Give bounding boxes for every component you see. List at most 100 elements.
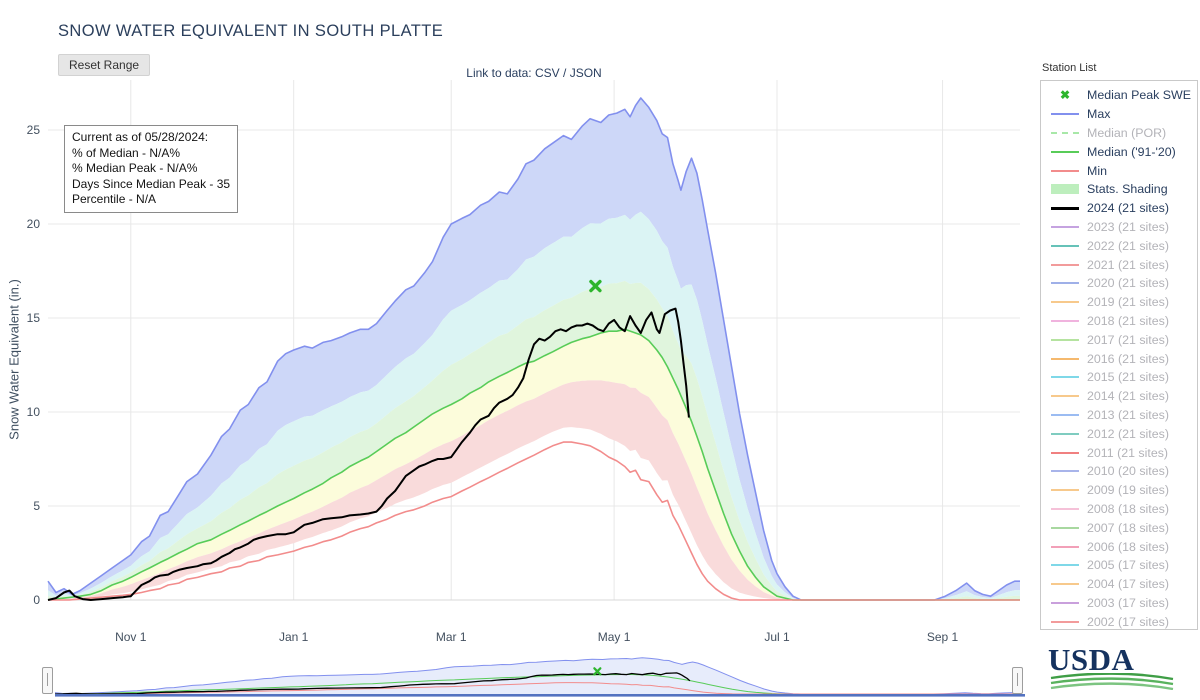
legend-label: Median ('91-'20) — [1087, 144, 1176, 159]
legend-swatch — [1049, 319, 1081, 322]
x-tick-label: May 1 — [598, 630, 631, 644]
percent-of-median-line: % of Median - N/A% — [72, 145, 181, 160]
legend-item-2008-18-sites[interactable]: 2008 (18 sites) — [1041, 500, 1197, 519]
legend-label: 2013 (21 sites) — [1087, 407, 1169, 422]
legend-item-median-por[interactable]: Median (POR) — [1041, 124, 1197, 143]
legend-label: Stats. Shading — [1087, 182, 1168, 197]
legend-label: 2022 (21 sites) — [1087, 238, 1169, 253]
legend-item-2021-21-sites[interactable]: 2021 (21 sites) — [1041, 255, 1197, 274]
x-tick-label: Sep 1 — [927, 630, 959, 644]
legend-item-median-91-20[interactable]: Median ('91-'20) — [1041, 142, 1197, 161]
legend-item-2014-21-sites[interactable]: 2014 (21 sites) — [1041, 387, 1197, 406]
x-tick-label: Jan 1 — [279, 630, 309, 644]
legend-item-2024-21-sites[interactable]: 2024 (21 sites) — [1041, 199, 1197, 218]
y-tick-label: 5 — [33, 499, 40, 513]
legend-swatch — [1049, 470, 1081, 473]
x-tick-label: Mar 1 — [436, 630, 467, 644]
legend-label: 2007 (18 sites) — [1087, 520, 1169, 535]
legend-item-2015-21-sites[interactable]: 2015 (21 sites) — [1041, 368, 1197, 387]
legend-item-2002-17-sites[interactable]: 2002 (17 sites) — [1041, 612, 1197, 629]
legend-swatch — [1049, 451, 1081, 454]
legend-label: Median (POR) — [1087, 125, 1167, 140]
legend-label: 2016 (21 sites) — [1087, 351, 1169, 366]
legend-item-2003-17-sites[interactable]: 2003 (17 sites) — [1041, 594, 1197, 613]
legend-label: 2011 (21 sites) — [1087, 445, 1169, 460]
legend-swatch — [1049, 282, 1081, 285]
percentile-line: Percentile - N/A — [72, 192, 157, 207]
legend-label: 2014 (21 sites) — [1087, 389, 1169, 404]
legend-item-2005-17-sites[interactable]: 2005 (17 sites) — [1041, 556, 1197, 575]
legend-label: Max — [1087, 107, 1111, 122]
legend-panel[interactable]: ✖ Median Peak SWE Max Median (POR) Median ('… — [1040, 80, 1198, 630]
reset-range-button[interactable]: Reset Range — [58, 54, 151, 76]
legend-label: 2020 (21 sites) — [1087, 276, 1169, 291]
legend-label: 2003 (17 sites) — [1087, 595, 1169, 610]
y-tick-label: 20 — [27, 217, 41, 231]
legend-item-2019-21-sites[interactable]: 2019 (21 sites) — [1041, 293, 1197, 312]
legend-swatch — [1049, 263, 1081, 266]
y-tick-label: 15 — [27, 311, 41, 325]
main-chart-plot-area[interactable]: Nov 1 Jan 1 Mar 1 May 1 Jul 1 Sep 1 0 5 10 15 20 25 — [20, 78, 1030, 653]
legend-swatch — [1049, 507, 1081, 510]
legend-swatch — [1049, 150, 1081, 153]
legend-item-2020-21-sites[interactable]: 2020 (21 sites) — [1041, 274, 1197, 293]
legend-item-stats-shading[interactable]: Stats. Shading — [1041, 180, 1197, 199]
legend-item-2013-21-sites[interactable]: 2013 (21 sites) — [1041, 406, 1197, 425]
legend-swatch — [1049, 225, 1081, 228]
y-tick-label: 25 — [27, 123, 41, 137]
current-as-of-line: Current as of 05/28/2024: — [72, 130, 209, 144]
legend-swatch — [1049, 432, 1081, 435]
legend-swatch — [1049, 301, 1081, 304]
legend-swatch — [1049, 244, 1081, 247]
x-tick-label: Jul 1 — [764, 630, 790, 644]
legend-item-min[interactable]: Min — [1041, 161, 1197, 180]
legend-item-2016-21-sites[interactable]: 2016 (21 sites) — [1041, 349, 1197, 368]
legend-swatch — [1049, 131, 1081, 134]
legend-item-2023-21-sites[interactable]: 2023 (21 sites) — [1041, 218, 1197, 237]
legend-label: 2024 (21 sites) — [1087, 201, 1169, 216]
legend-swatch — [1049, 583, 1081, 586]
legend-item-2012-21-sites[interactable]: 2012 (21 sites) — [1041, 424, 1197, 443]
legend-item-2017-21-sites[interactable]: 2017 (21 sites) — [1041, 330, 1197, 349]
usda-logo: USDA — [1048, 644, 1196, 695]
legend-item-2006-18-sites[interactable]: 2006 (18 sites) — [1041, 537, 1197, 556]
range-slider-left-handle[interactable] — [42, 667, 53, 694]
json-link[interactable]: JSON — [569, 66, 602, 80]
range-navigator[interactable] — [40, 651, 1030, 698]
legend-label: 2006 (18 sites) — [1087, 539, 1169, 554]
y-tick-label: 0 — [33, 593, 40, 607]
legend-item-2018-21-sites[interactable]: 2018 (21 sites) — [1041, 312, 1197, 331]
legend-swatch — [1049, 545, 1081, 548]
days-since-median-peak-line: Days Since Median Peak - 35 — [72, 176, 231, 191]
legend-label: Median Peak SWE — [1087, 88, 1191, 103]
legend-label: 2002 (17 sites) — [1087, 614, 1169, 629]
legend-item-max[interactable]: Max — [1041, 105, 1197, 124]
legend-swatch — [1049, 184, 1081, 195]
legend-swatch — [1049, 601, 1081, 604]
legend-swatch — [1049, 564, 1081, 567]
legend-item-2011-21-sites[interactable]: 2011 (21 sites) — [1041, 443, 1197, 462]
legend-item-2010-20-sites[interactable]: 2010 (20 sites) — [1041, 462, 1197, 481]
y-tick-label: 10 — [27, 405, 41, 419]
legend-label: 2018 (21 sites) — [1087, 313, 1169, 328]
csv-link[interactable]: CSV — [535, 66, 560, 80]
legend-swatch — [1049, 169, 1081, 172]
link-separator: / — [563, 66, 567, 80]
legend-label: 2017 (21 sites) — [1087, 332, 1169, 347]
legend-label: 2021 (21 sites) — [1087, 257, 1169, 272]
legend-label: 2005 (17 sites) — [1087, 558, 1169, 573]
link-to-data-label: Link to data: — [466, 66, 532, 80]
legend-item-2022-21-sites[interactable]: 2022 (21 sites) — [1041, 236, 1197, 255]
legend-item-2007-18-sites[interactable]: 2007 (18 sites) — [1041, 518, 1197, 537]
legend-swatch — [1049, 338, 1081, 341]
legend-item-2004-17-sites[interactable]: 2004 (17 sites) — [1041, 575, 1197, 594]
legend-swatch — [1049, 376, 1081, 379]
legend-item-2009-19-sites[interactable]: 2009 (19 sites) — [1041, 481, 1197, 500]
range-slider-right-handle[interactable] — [1012, 667, 1023, 694]
legend-label: 2008 (18 sites) — [1087, 501, 1169, 516]
legend-swatch — [1049, 413, 1081, 416]
legend-label: Min — [1087, 163, 1107, 178]
legend-item-median-peak-swe[interactable]: ✖ Median Peak SWE — [1041, 86, 1197, 105]
legend-swatch — [1049, 206, 1081, 210]
